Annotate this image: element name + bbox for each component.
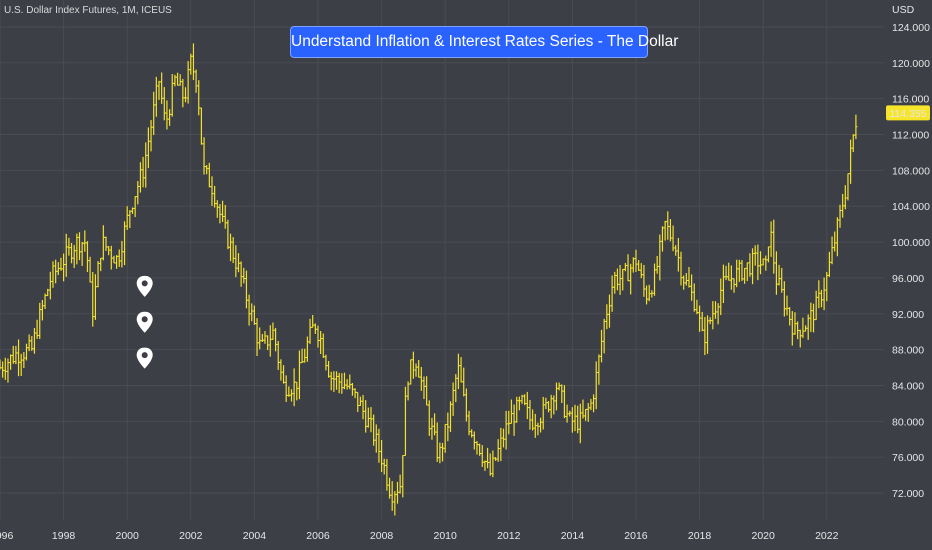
y-tick-label: 80.000 [892,416,924,428]
x-tick-label: 2012 [497,530,521,542]
x-tick-label: 2018 [688,530,712,542]
y-tick-label: 120.000 [892,58,930,70]
symbol-info: U.S. Dollar Index Futures, 1M, ICEUS [4,5,172,16]
map-pin-icon[interactable] [136,311,153,333]
x-tick-label: 2008 [370,530,394,542]
map-pin-hole [141,352,148,359]
x-tick-label: 1996 [0,530,14,542]
x-tick-label: 2000 [116,530,140,542]
y-tick-label: 112.000 [892,129,929,141]
last-price-tag-bg [886,105,930,121]
y-tick-label: 88.000 [892,345,924,357]
last-price-tag: 114.355 [886,105,930,121]
series-title-banner[interactable]: Understand Inflation & Interest Rates Se… [290,26,678,58]
x-tick-label: 2022 [815,530,839,542]
x-tick-label: 1998 [52,530,76,542]
map-pin-icon[interactable] [136,347,153,369]
price-axis-ticks: 72.000 76.000 80.000 84.000 88.000 92.000 96.0… [892,22,930,500]
y-tick-label: 92.000 [892,309,924,321]
chart-markers[interactable] [136,275,153,369]
x-tick-label: 2016 [624,530,648,542]
x-tick-label: 2014 [561,530,585,542]
y-tick-label: 108.000 [892,165,930,177]
price-bars [0,43,858,516]
price-axis-panel[interactable] [884,0,932,550]
y-tick-label: 116.000 [892,94,929,106]
price-axis-unit: USD [892,4,915,16]
map-pin-hole [141,316,148,323]
time-axis-ticks: 1996 1998 2000 2002 2004 2006 2008 2010 2012 2014… [0,530,839,542]
y-tick-label: 72.000 [892,488,924,500]
x-tick-label: 2010 [434,530,458,542]
x-tick-label: 2006 [306,530,330,542]
map-pin-hole [141,280,148,287]
y-tick-label: 84.000 [892,381,924,393]
x-tick-label: 2020 [751,530,775,542]
y-tick-label: 104.000 [892,201,930,213]
ohlc-bar [854,114,858,140]
y-tick-label: 96.000 [892,273,924,285]
x-tick-label: 2004 [243,530,267,542]
map-pin-icon[interactable] [136,275,153,297]
x-tick-label: 2002 [179,530,203,542]
last-price-label: 114.355 [889,108,926,120]
y-tick-label: 100.000 [892,237,930,249]
y-tick-label: 76.000 [892,452,924,464]
y-tick-label: 124.000 [892,22,930,34]
